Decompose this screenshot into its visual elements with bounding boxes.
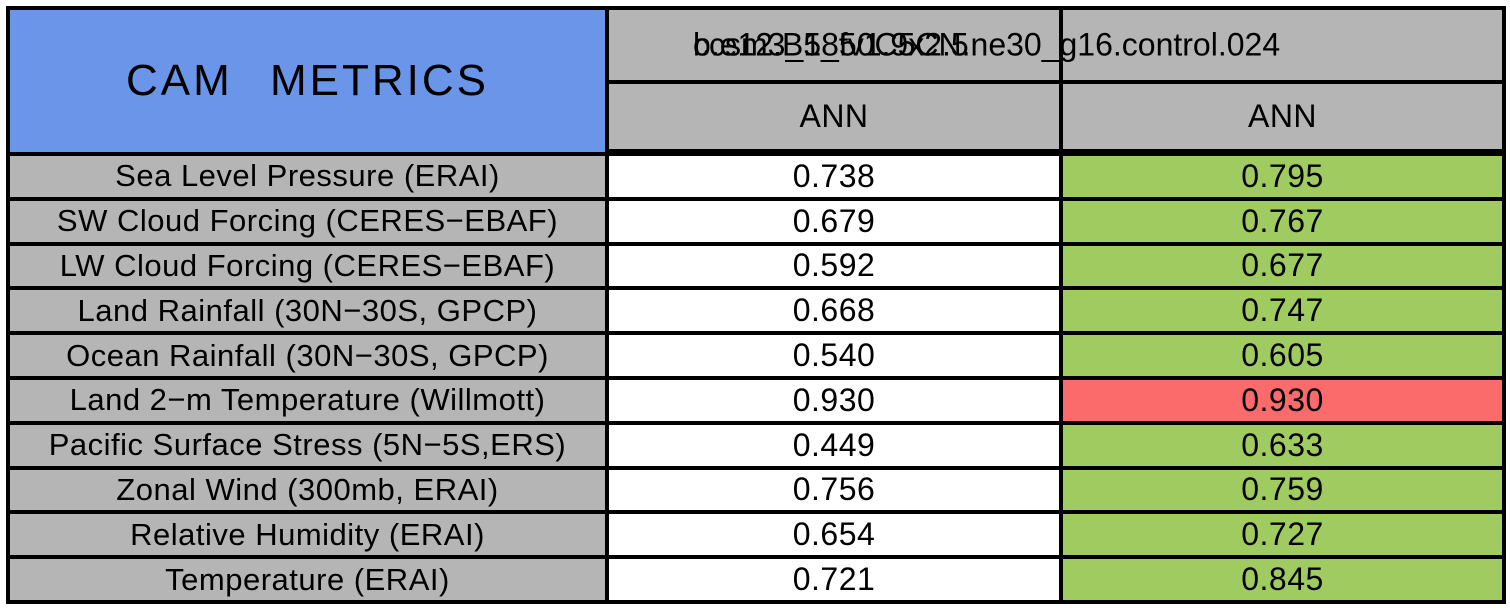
test-value-cell: 0.845: [1063, 559, 1502, 600]
control-value-cell: 0.540: [609, 335, 1059, 376]
test-value-cell: 0.930: [1063, 379, 1502, 421]
test-value-cell: 0.633: [1063, 424, 1502, 466]
test-value-cell: 0.767: [1063, 200, 1502, 242]
control-value-cell: 0.930: [609, 379, 1059, 421]
metric-name-cell: Land 2−m Temperature (Willmott): [10, 379, 605, 421]
season-header-left: ANN: [609, 84, 1059, 152]
metric-name-cell: Relative Humidity (ERAI): [10, 514, 605, 556]
control-value-cell: 0.668: [609, 290, 1059, 332]
control-value-cell: 0.721: [609, 559, 1059, 600]
metric-name-cell: Zonal Wind (300mb, ERAI): [10, 469, 605, 511]
test-value-cell: 0.747: [1063, 290, 1502, 332]
control-value-cell: 0.592: [609, 245, 1059, 287]
table-title-cell: CAM METRICS: [10, 10, 605, 152]
test-value-cell: 0.605: [1063, 335, 1502, 376]
test-value-cell: 0.759: [1063, 469, 1502, 511]
metric-name-cell: LW Cloud Forcing (CERES−EBAF): [10, 245, 605, 287]
control-value-cell: 0.679: [609, 200, 1059, 242]
control-value-cell: 0.449: [609, 424, 1059, 466]
control-value-cell: 0.756: [609, 469, 1059, 511]
test-value-cell: 0.677: [1063, 245, 1502, 287]
test-value-cell: 0.727: [1063, 514, 1502, 556]
header-case-cell-left: [609, 10, 1059, 80]
metric-name-cell: SW Cloud Forcing (CERES−EBAF): [10, 200, 605, 242]
season-header-right: ANN: [1063, 84, 1502, 152]
header-case-cell-right: [1063, 10, 1502, 80]
metric-name-cell: Land Rainfall (30N−30S, GPCP): [10, 290, 605, 332]
metric-name-cell: Ocean Rainfall (30N−30S, GPCP): [10, 335, 605, 376]
test-value-cell: 0.795: [1063, 156, 1502, 197]
metric-name-cell: Sea Level Pressure (ERAI): [10, 156, 605, 197]
metrics-table: CAM METRICS ANN ANN Sea Level Pressure (…: [6, 6, 1506, 604]
metric-name-cell: Pacific Surface Stress (5N−5S,ERS): [10, 424, 605, 466]
metric-name-cell: Temperature (ERAI): [10, 559, 605, 600]
control-value-cell: 0.738: [609, 156, 1059, 197]
control-value-cell: 0.654: [609, 514, 1059, 556]
